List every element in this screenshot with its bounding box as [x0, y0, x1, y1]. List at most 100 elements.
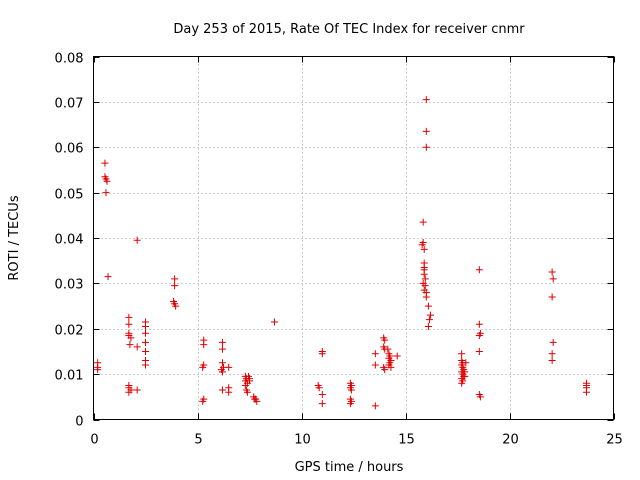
data-point — [199, 363, 207, 371]
data-point — [126, 341, 134, 349]
plot-frame — [93, 56, 614, 420]
data-point — [426, 311, 434, 319]
data-point — [549, 275, 557, 283]
data-point — [218, 338, 226, 346]
data-point — [318, 350, 326, 358]
y-tick-label: 0.05 — [55, 188, 84, 203]
data-point — [142, 347, 149, 355]
data-point — [371, 350, 379, 358]
x-tick-label: 15 — [398, 433, 415, 448]
data-point — [246, 377, 253, 385]
data-point — [475, 266, 483, 274]
data-point — [393, 352, 401, 360]
data-point — [475, 347, 483, 355]
data-point — [127, 334, 135, 342]
data-point — [420, 245, 428, 253]
data-point — [171, 275, 179, 283]
x-axis-label: GPS time / hours — [295, 460, 404, 475]
x-tick-label: 25 — [606, 433, 623, 448]
data-point — [476, 393, 484, 401]
data-point — [475, 332, 483, 340]
y-tick-label: 0.02 — [55, 324, 84, 339]
data-point — [475, 320, 483, 328]
data-point — [582, 388, 590, 396]
data-point — [315, 384, 323, 392]
data-point — [461, 372, 469, 380]
data-point — [142, 361, 149, 369]
data-point — [549, 338, 557, 346]
data-point — [218, 386, 226, 394]
data-point — [133, 386, 141, 394]
data-point — [346, 400, 354, 408]
data-point — [218, 345, 226, 353]
data-point — [458, 350, 466, 358]
data-point — [387, 363, 395, 371]
y-tick-label: 0.01 — [55, 369, 84, 384]
data-point — [199, 397, 207, 405]
x-tick-label: 10 — [294, 433, 311, 448]
data-point — [125, 313, 133, 321]
data-point — [101, 159, 109, 167]
data-point — [384, 345, 392, 353]
data-point — [172, 302, 180, 310]
data-point — [133, 236, 141, 244]
y-tick-label: 0 — [75, 415, 83, 430]
y-tick-labels: 0 0.01 0.02 0.03 0.04 0.05 0.06 0.07 0.08 — [55, 52, 84, 430]
data-point — [548, 268, 556, 276]
data-point — [424, 322, 432, 330]
x-tick-label: 0 — [90, 433, 98, 448]
data-point — [419, 218, 427, 226]
data-point — [171, 282, 179, 290]
data-point — [424, 302, 432, 310]
y-axis-label: ROTI / TECUs — [7, 195, 22, 280]
data-points — [94, 96, 590, 410]
data-point — [142, 338, 149, 346]
data-point — [548, 357, 556, 365]
data-point — [548, 293, 556, 301]
axis-ticks — [93, 56, 615, 421]
y-tick-label: 0.03 — [55, 278, 84, 293]
y-tick-label: 0.04 — [55, 233, 84, 248]
data-point — [318, 391, 326, 399]
data-point — [381, 336, 389, 344]
data-point — [418, 241, 426, 249]
x-tick-label: 20 — [502, 433, 519, 448]
data-point — [422, 143, 430, 151]
data-point — [420, 270, 428, 278]
data-point — [225, 363, 233, 371]
data-point — [243, 388, 251, 396]
data-point — [133, 343, 141, 351]
data-point — [458, 379, 466, 387]
data-point — [548, 350, 556, 358]
data-point — [94, 366, 102, 374]
data-point — [102, 189, 110, 197]
data-point — [422, 127, 430, 135]
chart-title: Day 253 of 2015, Rate Of TEC Index for r… — [173, 22, 525, 37]
x-tick-labels: 0 5 10 15 20 25 — [90, 433, 622, 448]
data-point — [225, 388, 233, 396]
data-point — [347, 386, 355, 394]
x-tick-label: 5 — [194, 433, 202, 448]
y-tick-label: 0.06 — [55, 142, 84, 157]
data-point — [381, 366, 389, 374]
data-point — [422, 293, 430, 301]
grid-lines — [93, 56, 614, 420]
data-point — [462, 359, 470, 367]
data-point — [241, 381, 249, 389]
data-point — [125, 388, 133, 396]
y-tick-label: 0.07 — [55, 97, 84, 112]
data-point — [318, 400, 326, 408]
data-point — [422, 96, 430, 104]
data-point — [104, 273, 112, 281]
data-point — [425, 316, 433, 324]
data-point — [421, 282, 429, 290]
data-point — [142, 322, 149, 330]
data-point — [103, 177, 111, 185]
data-point — [125, 320, 133, 328]
data-point — [200, 341, 208, 349]
data-point — [142, 329, 149, 337]
data-point — [218, 368, 226, 376]
data-point — [218, 359, 226, 367]
data-point — [371, 402, 379, 410]
